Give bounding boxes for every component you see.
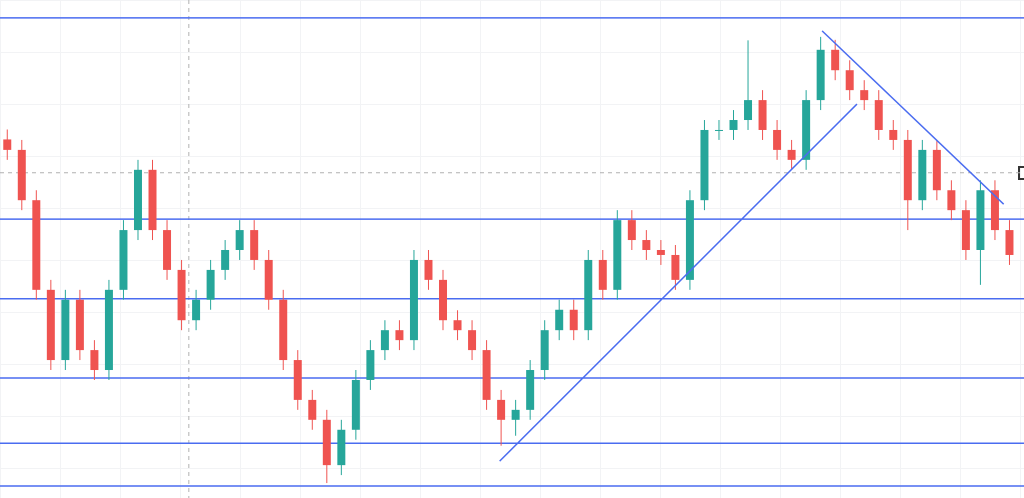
candle-body [831, 49, 840, 71]
candle-body [598, 259, 607, 290]
candle-body [526, 370, 535, 410]
candle-body [773, 129, 782, 150]
candle-body [32, 200, 41, 290]
candle-body [366, 350, 375, 380]
candle-body [380, 330, 389, 351]
candle-body [119, 230, 128, 290]
candle-body [700, 129, 709, 201]
candle-body [845, 70, 854, 91]
candle-body [308, 399, 317, 420]
candle-body [250, 230, 259, 260]
candle-body [235, 230, 244, 250]
candle-body [990, 190, 999, 231]
candle-body [61, 299, 70, 361]
candle-body [206, 269, 215, 300]
candle-body [3, 139, 12, 150]
candle-body [787, 149, 796, 160]
candle-body [961, 210, 970, 250]
candle-body [758, 100, 767, 130]
candle-body [627, 220, 636, 241]
candle-body [439, 279, 448, 321]
candle-body [192, 299, 201, 321]
candle-body [744, 100, 753, 121]
candle-body [104, 289, 113, 371]
candle-body [613, 220, 622, 290]
candle-body [816, 49, 825, 101]
trend-line [499, 103, 858, 462]
candle-body [555, 309, 564, 331]
candle-body [889, 129, 898, 140]
candle-body [947, 190, 956, 211]
candle-body [163, 230, 172, 270]
candle-body [903, 139, 912, 201]
candle-body [918, 149, 927, 201]
candle-body [279, 299, 288, 361]
candle-body [133, 169, 142, 231]
candle-body [642, 240, 651, 250]
candle-body [860, 90, 869, 101]
candle-body [351, 379, 360, 430]
candle-body [46, 289, 55, 361]
candle-body [395, 330, 404, 341]
candle-body [874, 100, 883, 130]
candle-body [584, 259, 593, 331]
candle-body [264, 259, 273, 300]
candle-body [976, 190, 985, 250]
candle-body [497, 399, 506, 420]
candle-body [221, 249, 230, 270]
candle-body [468, 330, 477, 351]
trend-line [821, 30, 1005, 205]
candle-body [453, 320, 462, 331]
candle-body [409, 259, 418, 341]
candle-body [685, 200, 694, 280]
candle-body [511, 409, 520, 420]
candle-body [802, 100, 811, 160]
candle-body [337, 429, 346, 466]
candle-body [148, 169, 157, 231]
candle-body [424, 259, 433, 280]
candle-body [75, 299, 84, 351]
candle-body [177, 269, 186, 321]
candle-body [293, 360, 302, 400]
candle-body [569, 309, 578, 331]
candle-body [932, 149, 941, 191]
candle-body [482, 350, 491, 400]
candle-body [1005, 230, 1014, 255]
candle-body [729, 120, 738, 130]
candle-body [714, 129, 723, 131]
candle-body [17, 149, 26, 201]
candle-body [90, 350, 99, 371]
candle-body [656, 249, 665, 255]
candle-body [322, 419, 331, 466]
candle-body [671, 254, 680, 280]
candle-body [540, 330, 549, 371]
